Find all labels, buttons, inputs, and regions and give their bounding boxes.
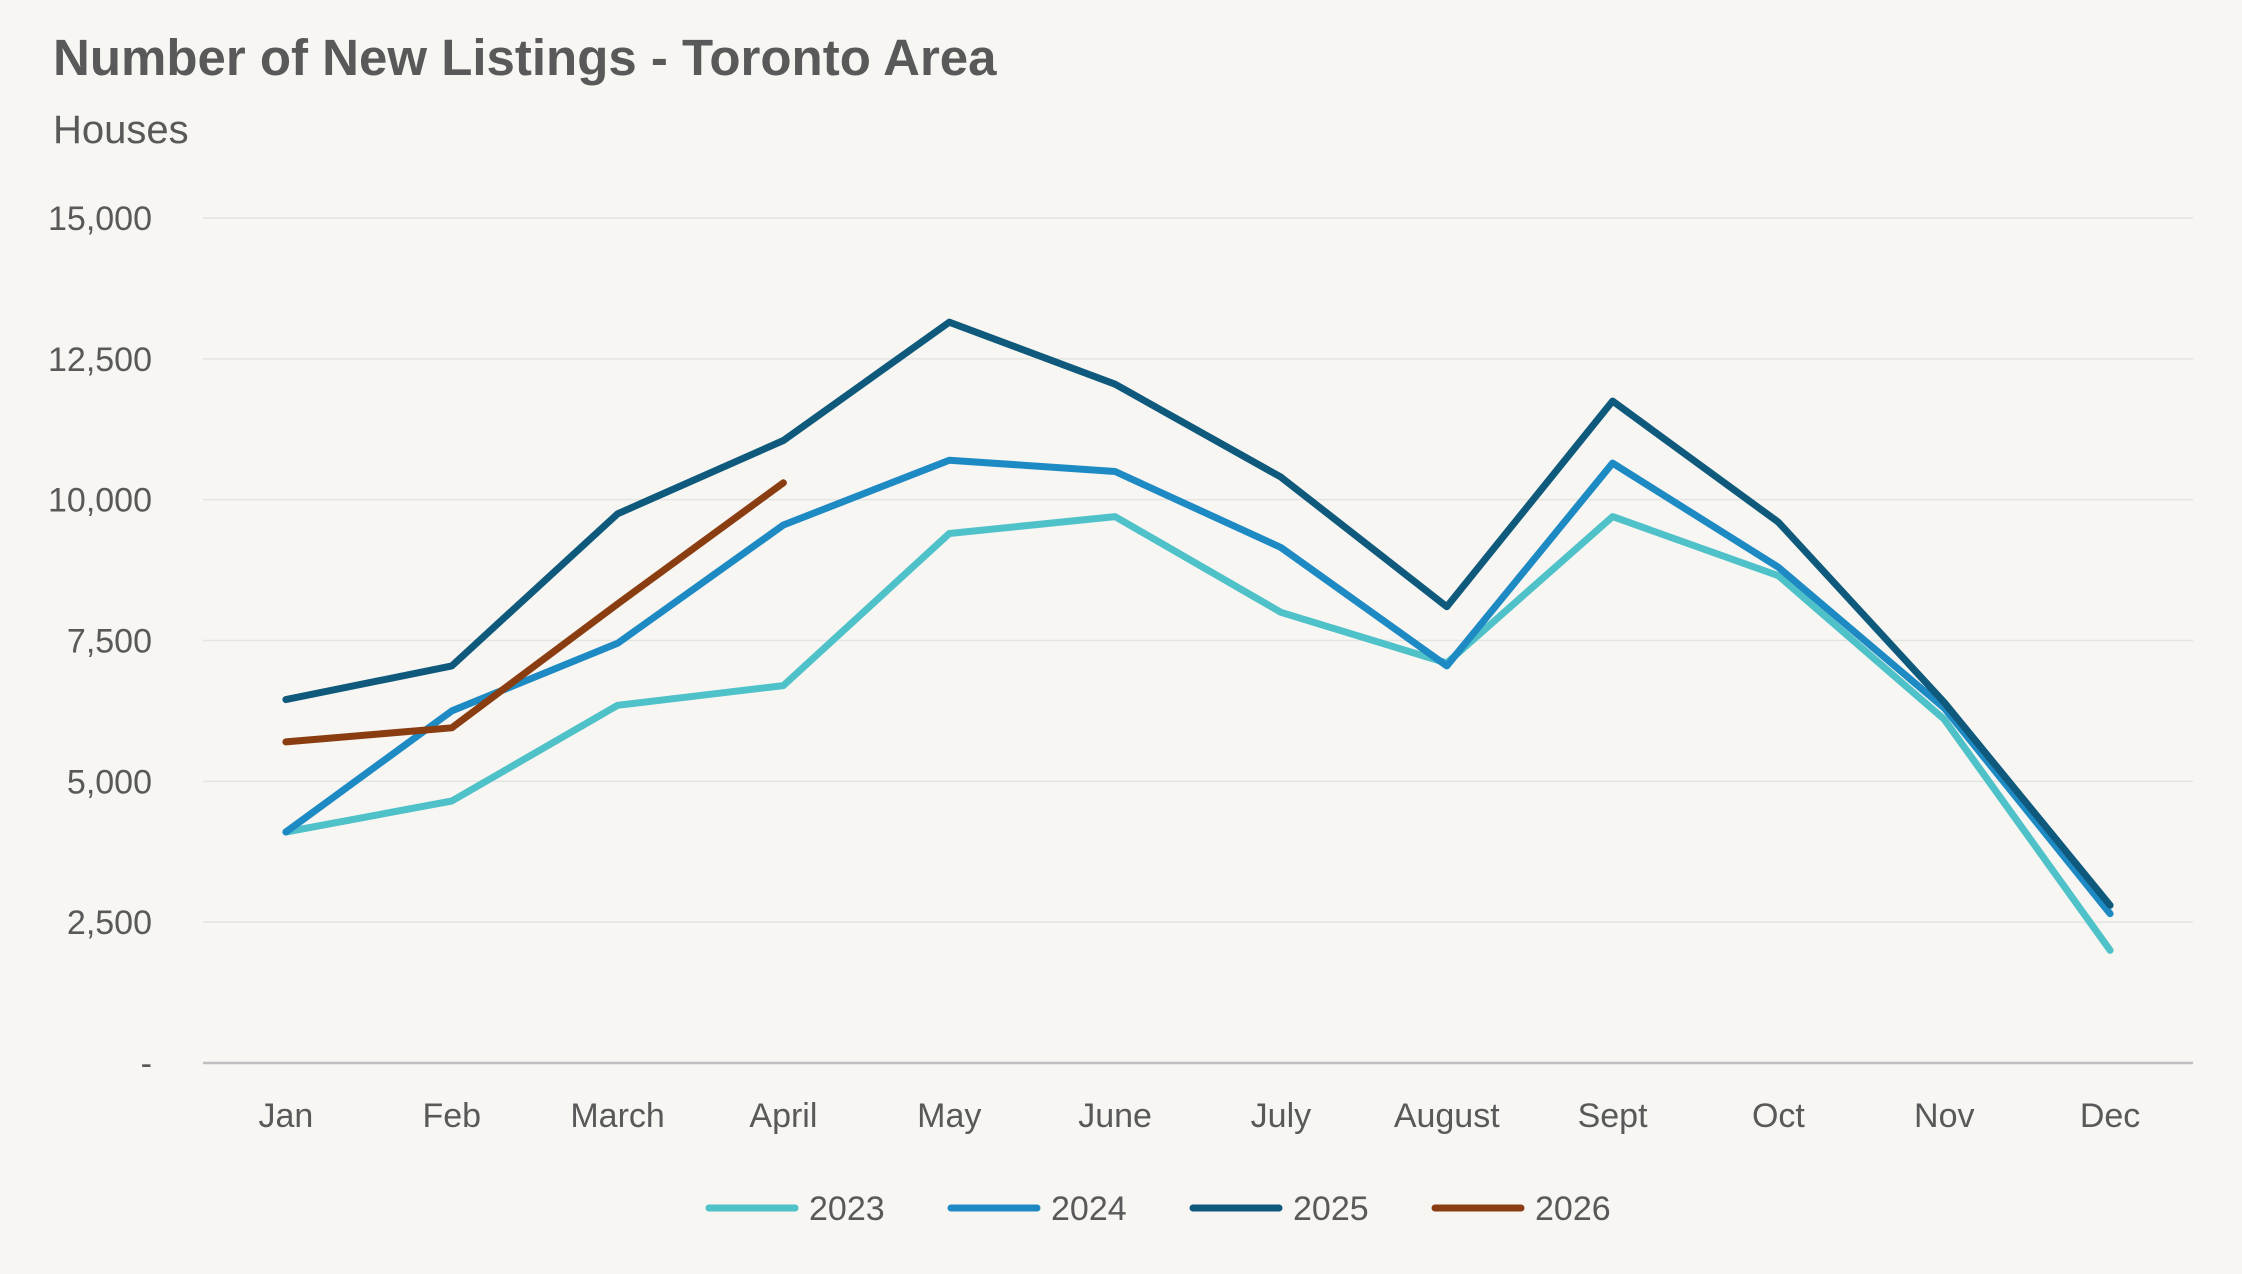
x-tick-label: Nov (1914, 1097, 1974, 1135)
y-tick-label: 15,000 (48, 200, 152, 238)
axes: - 2,500 5,000 7,500 10,000 12,500 15,000 Jan Feb… (48, 200, 2193, 1135)
x-tick-label: April (749, 1097, 817, 1135)
x-tick-label: June (1078, 1097, 1152, 1135)
x-tick-label: Jan (259, 1097, 314, 1135)
x-tick-label: Feb (422, 1097, 481, 1135)
series-line-2024 (282, 456, 2114, 918)
x-tick-label: May (917, 1097, 981, 1135)
x-tick-label: March (570, 1097, 664, 1135)
chart-subtitle: Houses (53, 108, 189, 152)
chart-title: Number of New Listings - Toronto Area (53, 29, 997, 86)
series-line-2023 (282, 513, 2114, 954)
x-tick-label: Sept (1578, 1097, 1648, 1135)
series-lines (282, 318, 2114, 954)
y-tick-label: 5,000 (67, 763, 152, 801)
series-line-2025 (282, 318, 2114, 909)
y-tick-label: 7,500 (67, 623, 152, 661)
legend: 2023 2024 2025 2026 (705, 1190, 1611, 1228)
legend-label-2023: 2023 (809, 1190, 885, 1228)
y-tick-label: - (141, 1045, 152, 1083)
x-tick-label: August (1394, 1097, 1500, 1135)
gridlines (203, 217, 2193, 923)
legend-label-2025: 2025 (1293, 1190, 1369, 1228)
y-tick-label: 2,500 (67, 904, 152, 942)
x-tick-label: Dec (2080, 1097, 2140, 1135)
legend-label-2026: 2026 (1535, 1190, 1611, 1228)
y-tick-label: 12,500 (48, 341, 152, 379)
x-tick-label: Oct (1752, 1097, 1805, 1135)
x-tick-label: July (1251, 1097, 1311, 1135)
legend-label-2024: 2024 (1051, 1190, 1127, 1228)
y-tick-label: 10,000 (48, 482, 152, 520)
series-line-2026 (282, 479, 787, 746)
